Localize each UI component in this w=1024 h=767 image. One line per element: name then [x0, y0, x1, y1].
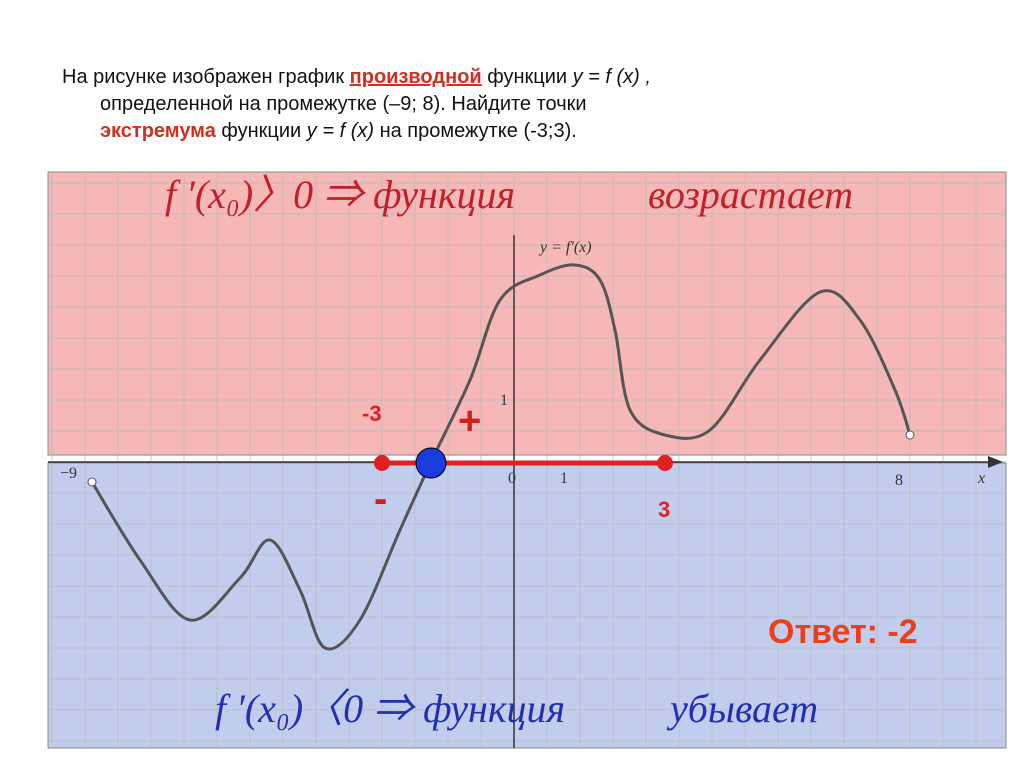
- task-segment: на промежутке (-3;3).: [374, 120, 577, 142]
- plus-sign: +: [458, 399, 481, 443]
- task-segment: определенной на промежутке (–9; 8). Найд…: [100, 93, 587, 115]
- minus-sign: -: [374, 477, 387, 521]
- x-label: 8: [895, 472, 903, 489]
- derivative-curve: [90, 263, 912, 651]
- interval-label: -3: [362, 401, 382, 426]
- curve-label: y = f′(x): [538, 239, 592, 256]
- task-segment: y = f (x) ,: [572, 66, 651, 88]
- interval-end: [657, 455, 673, 471]
- answer: Ответ: -2: [768, 613, 918, 651]
- y-label: 1: [500, 392, 508, 409]
- interval-end: [374, 455, 390, 471]
- task-segment: функции: [481, 66, 573, 88]
- x-label: 0: [508, 470, 516, 487]
- negative-area: [47, 462, 1007, 749]
- task-segment: функции: [215, 120, 307, 142]
- interval-label: 3: [658, 497, 670, 522]
- task-text: На рисунке изображен график производной …: [62, 64, 651, 145]
- x-label: 1: [560, 470, 568, 487]
- task-line: На рисунке изображен график производной …: [62, 64, 651, 91]
- task-segment: экстремума: [100, 120, 216, 142]
- rule-formula: f ′(x₀)〉0 ⇒ функция: [165, 172, 515, 217]
- axis-label: x: [977, 470, 985, 487]
- curve-end: [87, 477, 97, 487]
- curve-end: [905, 430, 915, 440]
- task-segment: y = f (x): [306, 120, 375, 142]
- rule-word: убывает: [666, 686, 818, 731]
- task-segment: На рисунке изображен график: [62, 66, 350, 88]
- x-label: −9: [60, 465, 77, 482]
- rule-word: возрастает: [648, 172, 853, 217]
- task-line: экстремума функции y = f (x) на промежут…: [62, 118, 651, 145]
- task-line: определенной на промежутке (–9; 8). Найд…: [62, 91, 651, 118]
- extremum-point: [415, 447, 447, 479]
- task-segment: производной: [349, 66, 482, 88]
- x-arrow: [988, 456, 1003, 468]
- rule-formula: f ′(x₀)〈0 ⇒ функция: [215, 686, 565, 731]
- positive-area: [47, 171, 1007, 456]
